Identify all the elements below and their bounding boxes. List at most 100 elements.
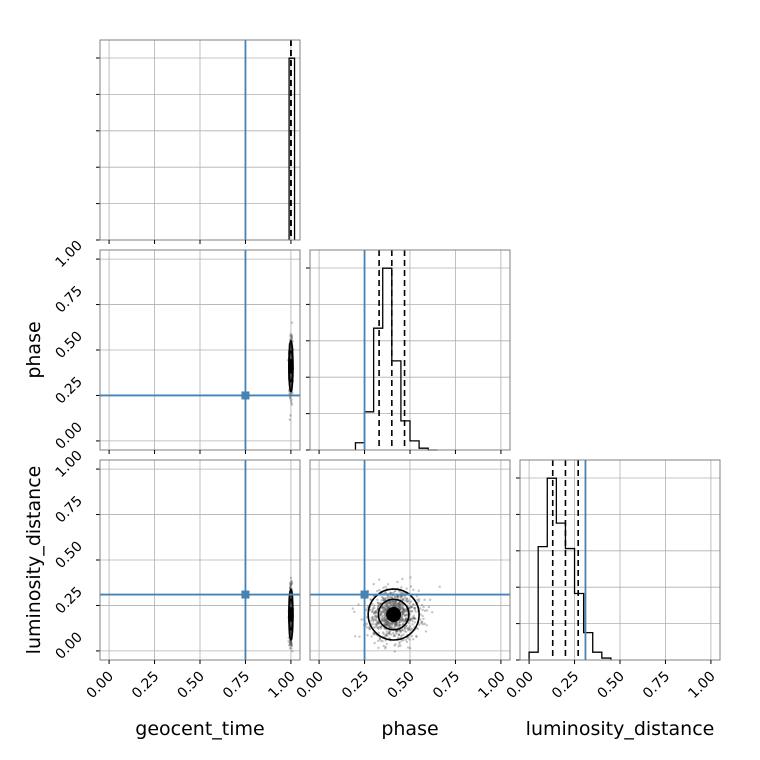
scatter-point [290, 337, 293, 340]
scatter-point [370, 616, 374, 619]
scatter-point [289, 373, 293, 377]
scatter-point [289, 623, 293, 626]
scatter-point [376, 627, 380, 630]
scatter-point [372, 612, 376, 615]
scatter-point [404, 617, 408, 621]
scatter-point [380, 599, 383, 602]
scatter-point [392, 602, 395, 605]
scatter-point [389, 604, 393, 607]
scatter-point [417, 589, 421, 592]
scatter-point [380, 611, 383, 614]
scatter-point [394, 622, 397, 626]
scatter-point [388, 605, 392, 608]
scatter-point [390, 625, 393, 629]
scatter-point [386, 624, 389, 627]
scatter-point [405, 624, 408, 627]
scatter-point [382, 608, 385, 612]
scatter-point [373, 641, 376, 645]
scatter-point [373, 610, 377, 613]
corner-axis-labels: geocent_time phase luminosity_distance p… [23, 321, 714, 740]
scatter-point [401, 612, 405, 616]
scatter-point [392, 627, 396, 630]
scatter-point [402, 608, 405, 611]
tick-label-x-4: 1.00 [265, 668, 298, 701]
scatter-point [400, 586, 403, 589]
scatter-point [383, 622, 387, 626]
scatter-point [398, 602, 401, 605]
scatter-point [398, 604, 402, 607]
scatter-point [388, 629, 391, 633]
scatter-point [385, 632, 388, 636]
scatter-point [402, 613, 405, 616]
scatter-point [401, 613, 404, 616]
scatter-point [385, 620, 388, 623]
scatter-point [383, 597, 386, 600]
scatter-point [289, 373, 293, 376]
scatter-point [400, 639, 403, 643]
scatter-point [387, 605, 391, 609]
scatter-point [395, 621, 399, 625]
scatter-point [421, 608, 424, 612]
scatter-point [377, 604, 380, 607]
scatter-point [388, 601, 391, 605]
scatter-point [402, 608, 406, 612]
scatter-point [400, 618, 403, 622]
scatter-point [423, 598, 426, 602]
scatter-point [289, 640, 292, 644]
scatter-point [372, 582, 375, 586]
scatter-point [409, 606, 413, 609]
scatter-point [396, 602, 399, 606]
panel-lumdist-geocent: 0.00 0.25 0.50 0.75 1.00 0.00 0.25 0.50 0.75 1.00 [52, 448, 301, 702]
y-axis-label-luminosity-distance: luminosity_distance [23, 466, 45, 655]
scatter-point [290, 401, 293, 405]
scatter-point [411, 610, 414, 613]
scatter-point [381, 614, 385, 618]
scatter-point [288, 581, 292, 585]
scatter-point [384, 612, 387, 616]
scatter-point [377, 588, 381, 592]
scatter-point [407, 626, 410, 630]
scatter-point [390, 599, 394, 603]
scatter-point [385, 604, 389, 608]
scatter-point [397, 621, 401, 625]
scatter-point [374, 626, 377, 629]
scatter-point [289, 640, 292, 643]
scatter-point [394, 604, 397, 608]
scatter-point [289, 621, 292, 625]
scatter-point [369, 598, 372, 601]
scatter-point [415, 634, 418, 638]
scatter-point [377, 627, 380, 630]
scatter-point [290, 334, 293, 337]
scatter-point [402, 608, 405, 611]
scatter-point [388, 623, 392, 627]
tick-label-y-3: 0.75 [52, 493, 85, 526]
scatter-point [388, 621, 391, 625]
scatter-point [395, 604, 399, 608]
scatter-point [401, 608, 405, 611]
scatter-point [395, 630, 398, 634]
scatter-point [392, 599, 395, 602]
scatter-point [396, 603, 399, 606]
scatter-point [395, 601, 398, 605]
scatter-point [398, 602, 401, 605]
scatter-point [384, 603, 388, 606]
scatter-point [400, 620, 404, 623]
scatter-point [401, 618, 405, 621]
scatter-point [374, 610, 377, 614]
scatter-point [399, 636, 403, 639]
scatter-point [373, 615, 376, 618]
scatter-point [401, 616, 404, 619]
scatter-point [379, 612, 383, 616]
scatter-point [289, 583, 292, 586]
scatter-point [409, 576, 412, 579]
scatter-point [289, 583, 293, 587]
scatter-point [289, 355, 293, 358]
scatter-point [289, 604, 293, 607]
scatter-point [394, 603, 397, 607]
scatter-point [385, 642, 389, 646]
scatter-point [408, 627, 411, 630]
scatter-point [400, 611, 404, 614]
scatter-point [373, 606, 376, 610]
scatter-point [387, 620, 390, 623]
scatter-point [358, 635, 361, 638]
